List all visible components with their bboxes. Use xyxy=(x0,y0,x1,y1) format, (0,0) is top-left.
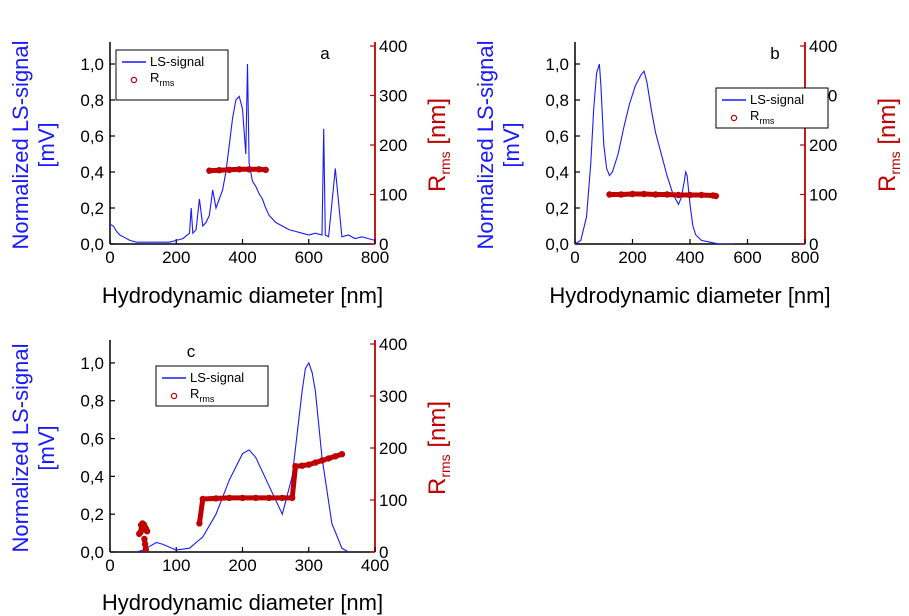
panel-b: 02004006008000,00,20,40,60,81,0010020030… xyxy=(473,37,903,308)
panel-a: 0 200 400 600 800 0,0 0,2 0,4 0,6 0,8 1,0 0 100 200 30… xyxy=(8,37,453,308)
rrms-band xyxy=(710,193,719,199)
right-y-tick-label: 200 xyxy=(809,136,837,155)
rrms-band xyxy=(142,525,149,533)
rrms-band xyxy=(289,463,298,501)
x-tick-label: 800 xyxy=(791,248,819,267)
plot-area xyxy=(575,63,734,244)
right-y-tick-label: 200 xyxy=(379,439,407,458)
left-y-axis-title-unit: [mV] xyxy=(499,122,524,167)
panel-c: 0 100 200 300 400 0,0 0,2 0,4 0,6 0,8 1,0 0 100 200 30… xyxy=(8,335,453,615)
legend-signal-label: LS-signal xyxy=(150,54,204,69)
x-tick-label: 0 xyxy=(105,556,114,575)
rrms-band xyxy=(332,451,345,459)
right-y-tick-label: 100 xyxy=(809,186,837,205)
x-axis-title: Hydrodynamic diameter [nm] xyxy=(102,590,383,615)
legend-rrms-label: Rrms xyxy=(150,70,175,88)
right-y-axis-title: Rrms [nm] xyxy=(424,401,453,495)
x-tick-label: 200 xyxy=(618,248,646,267)
x-tick-label: 600 xyxy=(733,248,761,267)
x-tick-label: 300 xyxy=(295,556,323,575)
left-y-tick-label: 1,0 xyxy=(80,354,104,373)
x-tick-label: 400 xyxy=(228,248,256,267)
ls-signal-line xyxy=(575,63,734,244)
panel-label: b xyxy=(770,44,779,63)
x-tick-label: 100 xyxy=(162,556,190,575)
left-y-axis-title: Normalized LS-signal xyxy=(8,40,33,249)
left-y-tick-label: 0,2 xyxy=(545,199,569,218)
rrms-band xyxy=(256,166,269,173)
left-y-tick-label: 0,0 xyxy=(545,235,569,254)
panel-label: a xyxy=(320,44,330,63)
plot-area xyxy=(135,361,349,552)
left-y-tick-label: 0,0 xyxy=(80,235,104,254)
left-y-tick-label: 0,8 xyxy=(80,392,104,411)
right-y-tick-label: 400 xyxy=(809,37,837,56)
left-y-tick-label: 0,2 xyxy=(80,505,104,524)
left-y-axis-title: Normalized LS-signal xyxy=(473,40,498,249)
x-tick-label: 400 xyxy=(676,248,704,267)
left-y-tick-label: 0,8 xyxy=(80,91,104,110)
left-y-tick-label: 0,6 xyxy=(80,430,104,449)
x-tick-label: 200 xyxy=(162,248,190,267)
rrms-band xyxy=(142,541,149,552)
left-y-tick-label: 0,6 xyxy=(80,127,104,146)
right-y-tick-label: 300 xyxy=(379,87,407,106)
right-y-tick-label: 300 xyxy=(379,387,407,406)
left-y-tick-label: 0,0 xyxy=(80,543,104,562)
x-tick-label: 800 xyxy=(361,248,389,267)
right-y-axis-title: Rrms [nm] xyxy=(874,98,903,192)
rrms-band xyxy=(196,496,206,526)
left-y-axis-title-unit: [mV] xyxy=(34,425,59,470)
right-y-tick-label: 100 xyxy=(379,491,407,510)
x-tick-label: 600 xyxy=(295,248,323,267)
right-y-tick-label: 400 xyxy=(379,37,407,56)
right-y-tick-label: 0 xyxy=(379,235,388,254)
legend-rrms-label: Rrms xyxy=(750,108,775,126)
right-y-tick-label: 100 xyxy=(379,186,407,205)
left-y-axis-title: Normalized LS-signal xyxy=(8,343,33,552)
plot-area xyxy=(110,63,375,243)
x-tick-label: 400 xyxy=(361,556,389,575)
right-y-tick-label: 0 xyxy=(379,543,388,562)
left-y-tick-label: 0,4 xyxy=(545,163,569,182)
left-y-tick-label: 0,6 xyxy=(545,127,569,146)
legend-rrms-label: Rrms xyxy=(190,386,215,404)
ls-signal-line xyxy=(110,63,375,243)
left-y-tick-label: 0,2 xyxy=(80,199,104,218)
left-y-tick-label: 0,4 xyxy=(80,467,104,486)
legend-box xyxy=(115,49,229,101)
legend-box xyxy=(155,365,269,407)
legend-rrms-swatch xyxy=(730,114,738,122)
legend-rrms-swatch xyxy=(170,392,178,400)
x-tick-label: 200 xyxy=(228,556,256,575)
ls-signal-line xyxy=(136,361,349,552)
x-axis-title: Hydrodynamic diameter [nm] xyxy=(549,283,830,308)
right-y-tick-label: 0 xyxy=(809,235,818,254)
legend-signal-label: LS-signal xyxy=(750,92,804,107)
left-y-tick-label: 0,8 xyxy=(545,91,569,110)
panel-label: c xyxy=(187,342,196,361)
left-y-axis-title-unit: [mV] xyxy=(34,122,59,167)
x-axis-title: Hydrodynamic diameter [nm] xyxy=(102,283,383,308)
legend-box xyxy=(715,87,829,129)
legend-rrms-swatch xyxy=(130,76,138,84)
right-y-tick-label: 200 xyxy=(379,136,407,155)
left-y-tick-label: 0,4 xyxy=(80,163,104,182)
right-y-axis-title: Rrms [nm] xyxy=(424,98,453,192)
left-y-tick-label: 1,0 xyxy=(545,55,569,74)
x-tick-label: 0 xyxy=(105,248,114,267)
legend-signal-label: LS-signal xyxy=(190,370,244,385)
right-y-tick-label: 400 xyxy=(379,335,407,354)
left-y-tick-label: 1,0 xyxy=(80,55,104,74)
x-tick-label: 0 xyxy=(570,248,579,267)
